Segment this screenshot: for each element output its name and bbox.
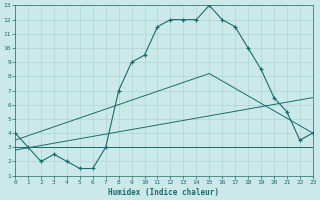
X-axis label: Humidex (Indice chaleur): Humidex (Indice chaleur) — [108, 188, 220, 197]
